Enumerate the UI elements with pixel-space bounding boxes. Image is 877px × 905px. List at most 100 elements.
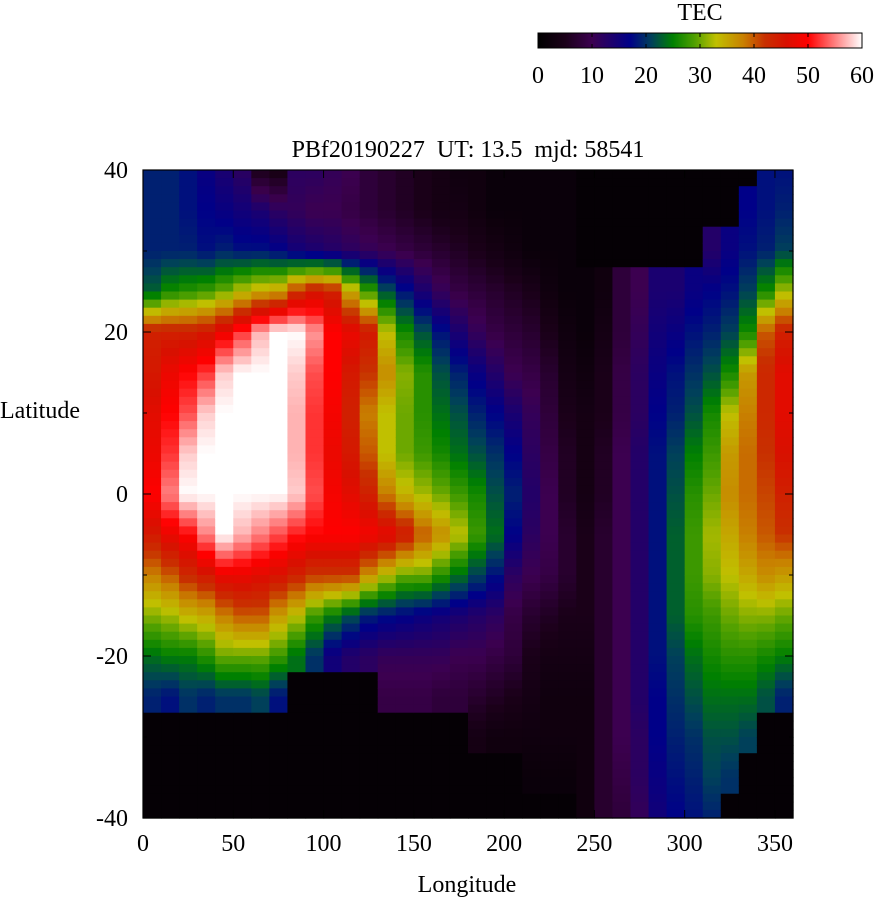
heatmap-cell: [287, 712, 307, 722]
heatmap-cell: [395, 291, 415, 301]
heatmap-cell: [179, 688, 198, 698]
heatmap-cell: [774, 542, 794, 552]
heatmap-cell: [702, 712, 722, 722]
heatmap-cell: [305, 591, 325, 600]
heatmap-cell: [576, 534, 595, 544]
heatmap-cell: [395, 615, 415, 625]
heatmap-cell: [756, 599, 776, 608]
heatmap-cell: [630, 728, 650, 738]
heatmap-cell: [666, 251, 686, 260]
heatmap-cell: [179, 323, 198, 333]
heatmap-cell: [702, 704, 722, 714]
heatmap-cell: [504, 753, 523, 762]
heatmap-cell: [449, 469, 469, 479]
heatmap-cell: [522, 615, 541, 625]
heatmap-cell: [756, 785, 776, 795]
heatmap-cell: [612, 170, 632, 179]
heatmap-cell: [576, 502, 595, 511]
heatmap-cell: [143, 226, 162, 236]
heatmap-cell: [179, 566, 198, 576]
heatmap-cell: [413, 226, 433, 236]
heatmap-cell: [323, 542, 343, 552]
heatmap-cell: [143, 234, 162, 244]
heatmap-cell: [504, 275, 523, 284]
heatmap-cell: [522, 712, 541, 722]
heatmap-cell: [359, 607, 379, 617]
heatmap-cell: [161, 477, 180, 487]
heatmap-cell: [738, 793, 758, 803]
heatmap-cell: [612, 712, 632, 722]
heatmap-cell: [666, 680, 686, 689]
heatmap-cell: [720, 283, 740, 293]
heatmap-cell: [305, 186, 325, 195]
heatmap-cell: [233, 259, 252, 268]
heatmap-cell: [431, 575, 451, 584]
heatmap-cell: [522, 251, 541, 260]
heatmap-cell: [630, 769, 650, 779]
heatmap-cell: [413, 534, 433, 544]
heatmap-cell: [305, 809, 325, 819]
heatmap-cell: [431, 502, 451, 511]
heatmap-cell: [251, 485, 270, 495]
heatmap-cell: [341, 283, 361, 293]
heatmap-cell: [648, 526, 668, 536]
heatmap-cell: [323, 453, 343, 463]
heatmap-cell: [522, 364, 541, 374]
heatmap-cell: [251, 769, 270, 779]
heatmap-cell: [413, 680, 433, 689]
heatmap-cell: [161, 283, 180, 293]
heatmap-cell: [197, 720, 216, 730]
heatmap-cell: [504, 510, 523, 519]
heatmap-cell: [251, 785, 270, 795]
heatmap-cell: [594, 639, 614, 649]
heatmap-cell: [702, 178, 722, 187]
heatmap-cell: [504, 315, 523, 325]
heatmap-cell: [179, 202, 198, 212]
heatmap-cell: [341, 469, 361, 479]
heatmap-cell: [702, 664, 722, 673]
heatmap-cell: [594, 591, 614, 600]
heatmap-cell: [449, 801, 469, 811]
heatmap-cell: [720, 518, 740, 527]
heatmap-cell: [702, 566, 722, 576]
heatmap-cell: [666, 534, 686, 544]
heatmap-cell: [179, 299, 198, 309]
heatmap-cell: [540, 413, 559, 422]
heatmap-cell: [377, 575, 397, 584]
heatmap-cell: [377, 186, 397, 195]
heatmap-cell: [468, 761, 487, 770]
heatmap-cell: [540, 607, 559, 617]
heatmap-cell: [377, 542, 397, 552]
heatmap-cell: [269, 599, 289, 608]
heatmap-cell: [323, 494, 343, 503]
heatmap-cell: [738, 623, 758, 633]
heatmap-cell: [648, 251, 668, 260]
heatmap-cell: [630, 178, 650, 187]
heatmap-cell: [558, 704, 577, 714]
heatmap-cell: [305, 737, 325, 746]
heatmap-cell: [666, 526, 686, 536]
heatmap-cell: [269, 502, 289, 511]
heatmap-cell: [702, 761, 722, 770]
heatmap-cell: [413, 348, 433, 357]
heatmap-cell: [341, 307, 361, 317]
heatmap-cell: [449, 688, 469, 698]
heatmap-cell: [522, 315, 541, 325]
heatmap-cell: [413, 461, 433, 471]
heatmap-cell: [377, 615, 397, 625]
heatmap-cell: [341, 680, 361, 689]
heatmap-cell: [594, 542, 614, 552]
heatmap-cell: [341, 170, 361, 179]
heatmap-cell: [774, 591, 794, 600]
heatmap-cell: [468, 259, 487, 268]
heatmap-cell: [486, 283, 505, 293]
heatmap-cell: [287, 704, 307, 714]
heatmap-cell: [413, 469, 433, 479]
heatmap-cell: [504, 259, 523, 268]
heatmap-cell: [756, 267, 776, 276]
heatmap-cell: [179, 267, 198, 276]
heatmap-cell: [702, 380, 722, 390]
heatmap-cell: [558, 607, 577, 617]
heatmap-cell: [179, 704, 198, 714]
